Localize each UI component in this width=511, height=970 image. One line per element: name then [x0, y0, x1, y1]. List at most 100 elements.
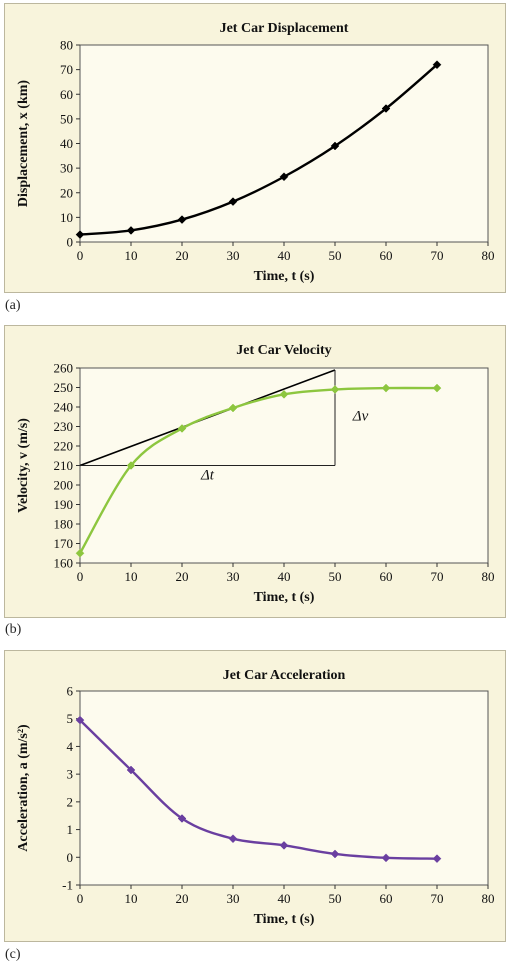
y-tick-label: 200: [54, 478, 74, 493]
data-point: [279, 172, 289, 182]
x-tick-label: 60: [380, 891, 393, 906]
x-tick-label: 50: [329, 891, 342, 906]
y-tick-label: 20: [60, 185, 73, 200]
x-tick-label: 40: [278, 891, 291, 906]
data-point: [177, 215, 187, 224]
y-axis-label: Velocity, v (m/s): [16, 418, 31, 513]
x-tick-label: 0: [77, 891, 84, 906]
y-tick-label: 210: [54, 458, 74, 473]
x-tick-label: 0: [77, 248, 84, 263]
y-tick-label: 2: [67, 794, 74, 809]
plot-area: [79, 44, 489, 243]
data-point: [75, 548, 85, 558]
x-tick-label: 20: [176, 569, 189, 584]
x-tick-label: 10: [125, 891, 138, 906]
y-tick-label: 60: [60, 87, 73, 102]
chart-title: Jet Car Acceleration: [223, 668, 346, 683]
y-tick-label: 0: [67, 850, 74, 865]
x-tick-label: 30: [227, 569, 240, 584]
data-point: [330, 141, 340, 151]
data-point: [228, 403, 238, 413]
data-point: [432, 383, 442, 393]
y-tick-label: -1: [62, 878, 73, 893]
y-tick-label: 1: [67, 822, 74, 837]
panel-label-c: (c): [5, 947, 21, 962]
data-point: [432, 60, 442, 70]
panel-velocity: Jet Car Velocity 160 170 180 190 200 210 220 230…: [4, 325, 506, 618]
delta-v-label: Δv: [352, 409, 369, 425]
chart-displacement: Jet Car Displacement 0 10 20 30 40 50 60 70 80 0 10…: [16, 21, 495, 284]
y-axis-label: Acceleration, a (m/s²): [16, 724, 31, 852]
y-tick-label: 6: [67, 684, 74, 699]
data-point: [126, 461, 136, 470]
x-tick-label: 80: [482, 569, 495, 584]
y-tick-label: 220: [54, 439, 74, 454]
x-tick-label: 60: [380, 248, 393, 263]
y-tick-label: 0: [67, 235, 74, 250]
x-tick-label: 10: [125, 569, 138, 584]
x-tick-label: 20: [176, 891, 189, 906]
data-point: [75, 230, 85, 239]
panel-displacement: Jet Car Displacement 0 10 20 30 40 50 60 70 80 0 10…: [4, 3, 506, 293]
panel-label-a: (a): [5, 298, 21, 313]
y-tick-label: 170: [54, 536, 74, 551]
y-tick-label: 240: [54, 400, 74, 415]
x-tick-label: 30: [227, 248, 240, 263]
y-tick-label: 40: [60, 136, 73, 151]
y-tick-label: 180: [54, 517, 74, 532]
data-point: [381, 383, 391, 393]
y-tick-label: 160: [54, 556, 74, 571]
x-tick-label: 70: [431, 891, 444, 906]
x-axis-label: Time, t (s): [254, 269, 315, 284]
data-point: [228, 834, 238, 844]
x-tick-label: 70: [431, 248, 444, 263]
x-tick-label: 40: [278, 569, 291, 584]
panel-acceleration: Jet Car Acceleration -1 0 1 2 3 4 5 6 0 10 20 30 40 50…: [4, 650, 506, 942]
y-tick-label: 50: [60, 111, 73, 126]
x-axis-label: Time, t (s): [254, 590, 315, 605]
chart-velocity: Jet Car Velocity160170180190200210220230…: [16, 343, 495, 605]
x-tick-label: 50: [329, 569, 342, 584]
x-tick-label: 10: [125, 248, 138, 263]
y-tick-label: 190: [54, 497, 74, 512]
data-point: [330, 385, 340, 394]
x-tick-label: 40: [278, 248, 291, 263]
x-tick-label: 80: [482, 248, 495, 263]
x-tick-label: 20: [176, 248, 189, 263]
x-tick-label: 70: [431, 569, 444, 584]
y-tick-label: 230: [54, 419, 74, 434]
chart-title: Jet Car Displacement: [220, 21, 349, 36]
data-point: [279, 389, 289, 399]
x-tick-label: 80: [482, 891, 495, 906]
x-tick-label: 50: [329, 248, 342, 263]
y-tick-label: 5: [67, 711, 74, 726]
delta-t-label: Δt: [200, 467, 215, 483]
x-tick-label: 30: [227, 891, 240, 906]
y-tick-label: 10: [60, 210, 73, 225]
data-point: [228, 197, 238, 206]
panel-label-b: (b): [5, 622, 22, 637]
y-tick-label: 80: [60, 38, 73, 53]
y-tick-label: 70: [60, 62, 73, 77]
data-point: [126, 765, 136, 775]
y-tick-label: 3: [67, 767, 74, 782]
data-point: [75, 715, 85, 725]
plot-area: [79, 690, 489, 886]
data-point: [330, 849, 340, 859]
y-tick-label: 250: [54, 380, 74, 395]
x-tick-label: 0: [77, 569, 84, 584]
data-point: [177, 814, 187, 823]
data-point: [177, 424, 187, 433]
data-point: [432, 854, 442, 864]
y-axis-label: Displacement, x (km): [16, 80, 31, 207]
data-point: [279, 841, 289, 850]
y-tick-label: 30: [60, 161, 73, 176]
data-point: [381, 853, 391, 863]
data-point: [126, 226, 136, 235]
x-axis-label: Time, t (s): [254, 912, 315, 927]
chart-title: Jet Car Velocity: [236, 343, 331, 358]
x-tick-label: 60: [380, 569, 393, 584]
y-tick-label: 260: [54, 361, 74, 376]
y-tick-label: 4: [67, 739, 74, 754]
